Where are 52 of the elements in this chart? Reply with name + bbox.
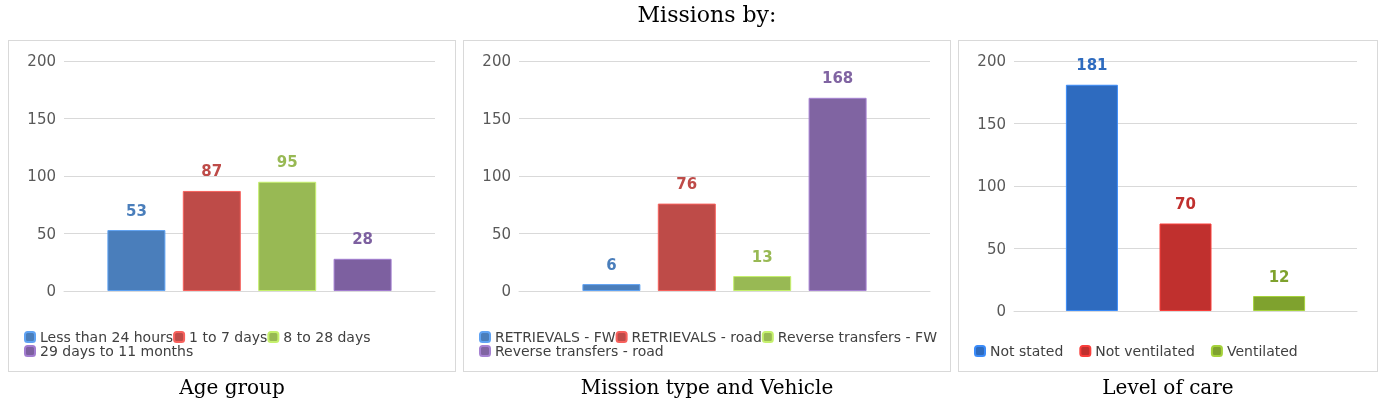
- bar: [258, 181, 317, 291]
- bar: [808, 97, 867, 291]
- data-label: 76: [676, 175, 698, 194]
- y-tick-label: 50: [491, 224, 511, 243]
- legend-label: RETRIEVALS - FW: [495, 329, 616, 345]
- chart-title: Missions by:: [636, 2, 778, 27]
- bar: [733, 276, 792, 291]
- data-label: 28: [352, 230, 374, 249]
- bar: [657, 203, 716, 291]
- bar: [1065, 84, 1118, 311]
- legend-label: Ventilated: [1226, 343, 1298, 359]
- legend-label: RETRIEVALS - road: [631, 329, 762, 345]
- y-tick-label: 200: [482, 52, 511, 70]
- y-tick-label: 200: [27, 52, 56, 70]
- data-label: 95: [276, 153, 298, 172]
- y-tick-label: 100: [977, 177, 1006, 195]
- bar: [182, 190, 241, 291]
- legend-label: 1 to 7 days: [189, 329, 268, 345]
- bar: [107, 230, 166, 291]
- y-tick-label: 150: [27, 109, 56, 128]
- data-label: 70: [1175, 195, 1196, 213]
- legend-label: Not ventilated: [1095, 343, 1195, 359]
- data-label: 12: [1268, 267, 1290, 286]
- y-tick-label: 150: [977, 114, 1006, 133]
- x-axis-title: Age group: [178, 375, 286, 399]
- x-axis-title: Mission type and Vehicle: [579, 375, 835, 399]
- data-label: 13: [751, 247, 773, 266]
- y-tick-label: 0: [501, 282, 511, 300]
- bar: [333, 258, 392, 291]
- data-label: 53: [125, 201, 147, 220]
- legend-label: Reverse transfers - road: [495, 343, 664, 359]
- legend-label: Reverse transfers - FW: [777, 329, 938, 345]
- y-tick-label: 200: [977, 52, 1006, 70]
- y-tick-label: 50: [36, 224, 56, 243]
- bar: [1253, 296, 1306, 311]
- legend-label: Not stated: [990, 343, 1064, 359]
- y-tick-label: 0: [46, 282, 56, 300]
- legend-label: 8 to 28 days: [283, 329, 371, 345]
- data-label: 181: [1076, 56, 1108, 75]
- y-tick-label: 150: [482, 109, 511, 128]
- x-axis-title: Level of care: [1101, 375, 1235, 399]
- data-label: 87: [201, 162, 223, 181]
- bar: [582, 284, 641, 291]
- y-tick-label: 0: [996, 302, 1006, 320]
- legend-label: Less than 24 hours: [40, 329, 174, 345]
- bar: [1159, 223, 1212, 311]
- data-label: 168: [821, 69, 854, 88]
- y-tick-label: 100: [27, 167, 56, 185]
- data-label: 6: [606, 255, 617, 274]
- y-tick-label: 100: [482, 167, 511, 185]
- legend-label: 29 days to 11 months: [40, 343, 194, 359]
- y-tick-label: 50: [986, 239, 1006, 258]
